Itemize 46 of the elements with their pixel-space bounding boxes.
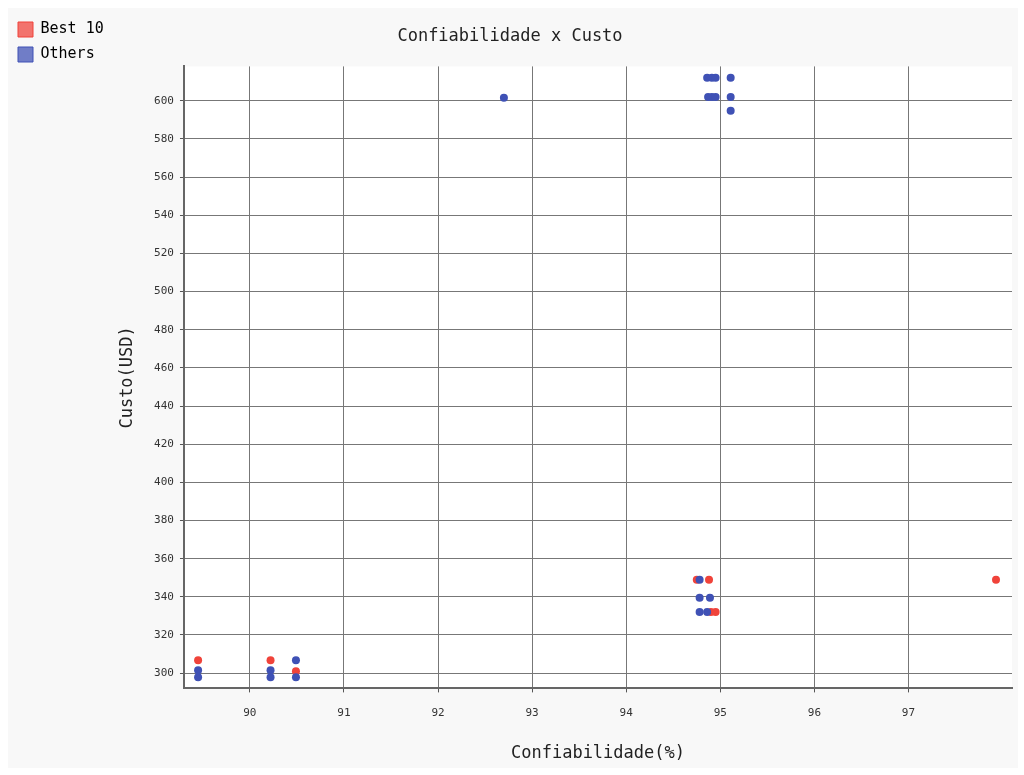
- y-tick-label: 460: [154, 360, 174, 374]
- y-tick-label: 380: [154, 513, 174, 527]
- x-tick-label: 90: [243, 705, 257, 719]
- point: [726, 92, 735, 101]
- x-tick-label: 92: [431, 705, 445, 719]
- y-tick-label: 560: [154, 169, 174, 183]
- x-tick-label: 95: [713, 705, 727, 719]
- y-tick-label: 500: [154, 284, 174, 298]
- x-tick-label: 97: [901, 705, 916, 719]
- point: [499, 93, 508, 102]
- point: [291, 673, 300, 682]
- point: [695, 593, 704, 602]
- y-tick-label: 440: [154, 398, 174, 412]
- point: [695, 608, 704, 617]
- x-tick-label: 93: [525, 705, 539, 719]
- x-tick-label: 96: [807, 705, 822, 719]
- y-tick-label: 420: [154, 437, 174, 451]
- y-tick-label: 300: [154, 666, 174, 679]
- point: [266, 673, 275, 682]
- point: [726, 73, 735, 82]
- y-tick-label: 320: [154, 627, 174, 641]
- point: [705, 593, 714, 602]
- point: [194, 666, 203, 675]
- y-tick-label: 540: [154, 208, 174, 222]
- point: [194, 656, 203, 665]
- y-tick-label: 580: [154, 131, 174, 145]
- x-tick-label: 91: [337, 705, 351, 719]
- x-axis-title: Confiabilidade(%): [510, 742, 685, 763]
- point: [266, 656, 275, 665]
- point: [266, 666, 275, 675]
- point: [726, 106, 735, 115]
- chart-title: Confiabilidade x Custo: [397, 24, 623, 45]
- y-tick-label: 360: [154, 551, 174, 565]
- point: [291, 656, 300, 665]
- point: [705, 575, 714, 584]
- y-tick-label: 400: [154, 475, 174, 489]
- y-tick-label: 480: [154, 322, 174, 336]
- y-axis-title: Custo(USD): [116, 326, 137, 429]
- legend-label: Best 10: [40, 19, 104, 38]
- y-tick-label: 340: [154, 589, 174, 603]
- point: [992, 575, 1000, 584]
- point: [194, 673, 203, 682]
- legend-label: Others: [40, 44, 95, 63]
- y-tick-label: 600: [154, 93, 174, 107]
- x-tick-label: 94: [619, 705, 634, 719]
- y-tick-label: 520: [154, 246, 174, 260]
